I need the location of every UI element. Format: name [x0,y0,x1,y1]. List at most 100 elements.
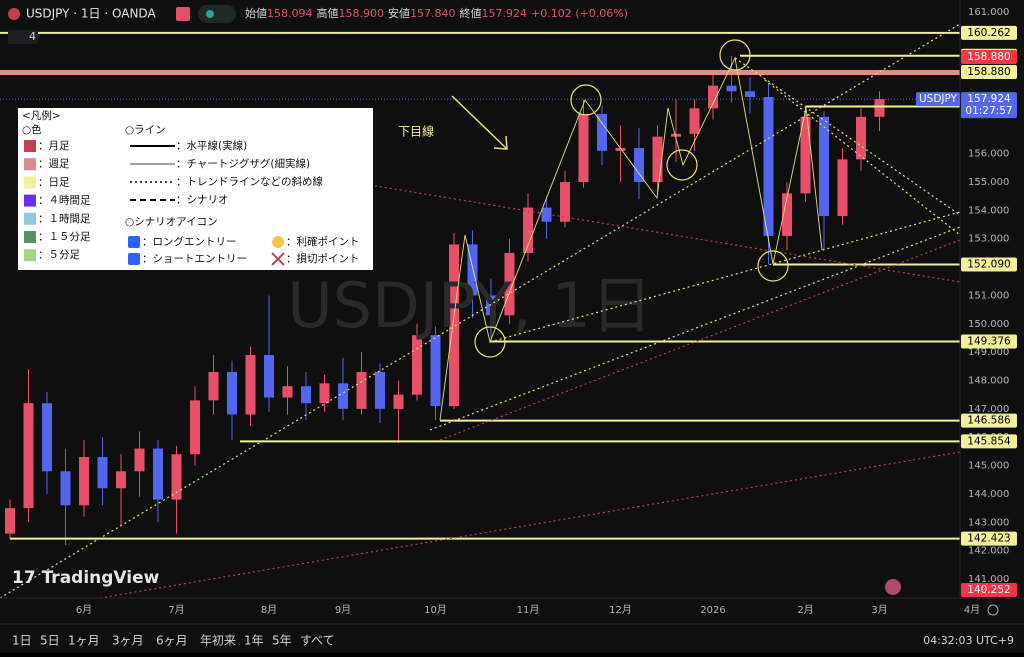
x-tick-label: 7月 [168,604,184,616]
y-tick-label: 142.000 [968,546,1009,557]
legend-heading: ○シナリオアイコン [125,216,218,228]
candle-body [5,508,15,534]
candle-body [782,193,792,236]
x-tick-label: 3月 [871,604,887,616]
candle-body [874,99,885,117]
level-label: 149.376 [967,336,1011,348]
x-tick-label: 6月 [76,604,92,616]
legend-colors: ：月足 ：週足 ：日足 ：４時間足 ：１時間足 ：１５分足 ：５分足 [24,140,91,262]
settings-icon[interactable] [987,604,999,616]
level-box [961,25,1017,40]
level-box [961,257,1017,272]
level-box [961,413,1017,428]
candle-body [856,116,866,160]
x-tick-label: 8月 [261,604,277,616]
level-box [961,65,1017,80]
candle-body [301,386,311,404]
bottom-bar: 1日 5日 1ヶ月 3ヶ月 6ヶ月 年初来 1年 5年 すべて [12,634,335,648]
price-box [961,92,1017,119]
legend-heading: ○色 [22,123,42,136]
ohlc: 始値158.094 高値158.900 安値157.840 終値157.924 +0.1… [245,6,628,20]
range-button[interactable]: 3ヶ月 [112,634,144,648]
candle-body [652,136,663,183]
candle-body [97,457,108,489]
level-label: 152.090 [967,259,1010,271]
level-label: 145.854 [967,435,1011,447]
range-button[interactable]: 5日 [40,634,60,648]
y-tick-label: 156.000 [968,149,1009,160]
legend-swatch [24,140,36,152]
range-button[interactable]: 5年 [272,634,292,648]
candle-body [412,335,422,395]
legend-swatch [24,158,36,171]
drawings [0,0,1001,599]
icon-profit [272,236,284,248]
circle [719,39,751,71]
level-box [961,334,1017,349]
alert-box [961,583,1017,597]
range-button[interactable]: 年初来 [200,634,236,648]
y-tick-label: 141.000 [968,574,1009,585]
legend-swatch [24,212,36,225]
circle [474,326,506,358]
level-label: 146.586 [967,415,1011,427]
candle-body [449,244,459,407]
x-tick-label: 10月 [424,604,447,616]
range-button[interactable]: すべて [300,634,335,648]
x-tick-label: 2月 [797,604,813,616]
candle-body [523,207,533,253]
trendline [0,0,1001,599]
level-label: 142.423 [967,533,1010,545]
x-tick-label: 2026 [700,605,725,616]
indicator-toggle[interactable] [8,30,38,44]
range-button[interactable]: 1ヶ月 [68,634,100,648]
candle-body [486,295,496,316]
x-tick-label: 12月 [609,604,632,616]
candle-body [375,372,385,409]
x-tick-label: 11月 [517,604,540,616]
candle-body [116,471,126,489]
y-tick-label: 148.000 [968,376,1009,387]
legend-item: ：ロングエントリー [142,235,237,248]
candle-body [319,383,330,404]
alert-label: 140.252 [967,584,1010,596]
candle-body [42,403,52,472]
candle-body [837,159,848,217]
legend-box [18,108,373,270]
plot [0,31,960,545]
y-tick-label: 145.000 [968,461,1009,472]
symbol-box [916,92,960,107]
legend-item: ：１５分足 [38,231,91,243]
trendline [489,211,961,343]
annotation: 下目線 [398,124,434,139]
legend-item: ：利確ポイント [286,235,360,248]
icon-long [128,236,140,248]
clock: 04:32:03 UTC+9 [923,634,1014,647]
level-box [961,434,1017,449]
candle-body [264,355,274,398]
symbol-tag: USDJPY [919,93,958,105]
y-tick-label: 161.000 [968,7,1009,18]
legend-item: ：週足 [38,158,70,170]
range-button[interactable]: 1日 [12,634,32,648]
status-dot [206,10,214,18]
candle-body [23,403,34,509]
legend-heading: ○ライン [125,124,166,136]
candle-body [763,96,774,236]
y-tick-label: 147.000 [968,404,1009,415]
range-button[interactable]: 1年 [244,634,264,648]
alert-icon [176,7,190,21]
x-tick-label: 4月 [964,604,980,616]
legend: <凡例> ○色 ○ライン ○シナリオアイコン ：水平線(実線) ：チャートジグザ… [18,108,373,270]
y-tick-label: 153.000 [968,234,1009,245]
candle-body [597,113,607,151]
brand: 𝟭𝟳 TradingView [12,568,160,588]
indicator-count: 4 [29,30,36,43]
level-label: 160.262 [967,27,1010,39]
circle [757,250,789,282]
legend-item: ：月足 [38,140,70,152]
legend-item: ：シナリオ [176,194,229,206]
range-button[interactable]: 6ヶ月 [156,634,188,648]
arrow [451,95,507,149]
candle-body [134,448,145,472]
